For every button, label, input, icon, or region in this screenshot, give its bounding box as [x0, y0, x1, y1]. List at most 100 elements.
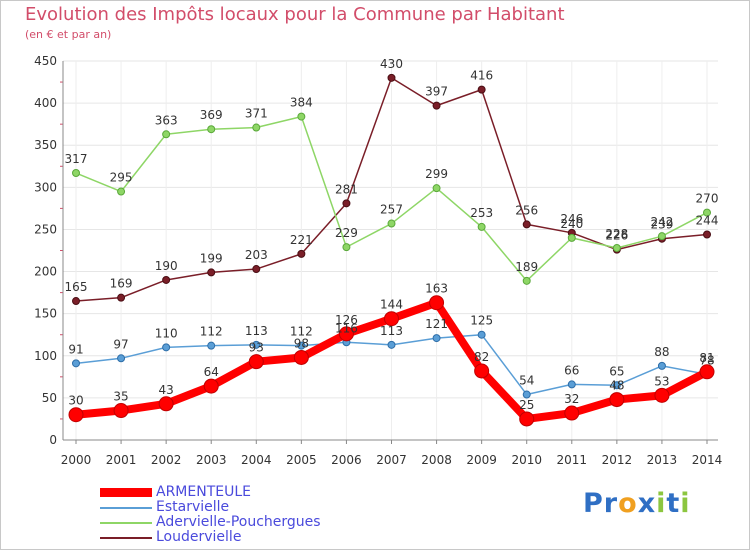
- data-label-estarvielle: 66: [564, 363, 579, 377]
- data-point-loudervielle: [703, 230, 711, 239]
- data-point-loudervielle: [342, 199, 351, 208]
- data-label-loudervielle: 239: [650, 218, 673, 232]
- data-label-armenteule: 35: [113, 390, 128, 404]
- data-label-armenteule: 81: [699, 351, 714, 365]
- data-point-adervielle-pouchergues: [252, 123, 261, 132]
- x-tick-label: 2014: [692, 453, 723, 467]
- data-label-armenteule: 32: [564, 392, 579, 406]
- y-tick-label: 450: [34, 54, 57, 68]
- data-point-armenteule: [564, 405, 580, 421]
- data-label-estarvielle: 116: [335, 321, 358, 335]
- x-tick-label: 2011: [557, 453, 588, 467]
- data-label-armenteule: 144: [380, 298, 403, 312]
- data-point-loudervielle: [432, 101, 441, 110]
- data-point-estarvielle: [657, 361, 666, 370]
- y-tick-label: 300: [34, 180, 57, 194]
- y-tick-label: 100: [34, 349, 57, 363]
- data-point-estarvielle: [72, 359, 80, 368]
- data-label-estarvielle: 113: [245, 324, 268, 338]
- data-point-armenteule: [474, 363, 490, 379]
- data-point-adervielle-pouchergues: [342, 243, 351, 252]
- y-tick-label: 50: [42, 391, 57, 405]
- data-point-armenteule: [654, 387, 670, 403]
- data-point-estarvielle: [117, 354, 126, 363]
- data-label-armenteule: 53: [654, 374, 669, 388]
- data-label-loudervielle: 190: [155, 259, 178, 273]
- legend-label: Estarvielle: [156, 499, 230, 515]
- data-label-loudervielle: 256: [515, 203, 538, 217]
- data-point-adervielle-pouchergues: [703, 208, 711, 217]
- y-tick-label: 150: [34, 307, 57, 321]
- x-tick-label: 2013: [647, 453, 678, 467]
- data-label-estarvielle: 91: [68, 342, 83, 356]
- data-label-armenteule: 43: [159, 383, 174, 397]
- y-tick-label: 350: [34, 138, 57, 152]
- data-point-armenteule: [699, 364, 715, 380]
- data-label-adervielle-pouchergues: 257: [380, 203, 403, 217]
- logo-letter: r: [603, 488, 619, 519]
- data-point-estarvielle: [252, 340, 261, 349]
- data-label-armenteule: 64: [204, 365, 219, 379]
- data-point-adervielle-pouchergues: [432, 184, 441, 193]
- data-label-adervielle-pouchergues: 384: [290, 96, 313, 110]
- data-point-armenteule: [113, 403, 129, 419]
- data-point-adervielle-pouchergues: [72, 169, 80, 178]
- data-point-armenteule: [338, 326, 354, 342]
- x-tick-label: 2000: [61, 453, 92, 467]
- data-point-adervielle-pouchergues: [567, 233, 576, 242]
- data-point-loudervielle: [387, 73, 396, 82]
- data-label-estarvielle: 112: [290, 325, 313, 339]
- x-tick-label: 2007: [376, 453, 407, 467]
- data-point-estarvielle: [297, 341, 306, 350]
- data-label-adervielle-pouchergues: 253: [470, 206, 493, 220]
- x-tick-label: 2003: [196, 453, 227, 467]
- data-label-estarvielle: 88: [654, 345, 669, 359]
- data-point-armenteule: [519, 411, 535, 427]
- data-point-armenteule: [68, 407, 84, 423]
- data-point-armenteule: [293, 349, 309, 365]
- logo-letter: i: [656, 488, 667, 519]
- data-label-estarvielle: 113: [380, 324, 403, 338]
- data-point-adervielle-pouchergues: [477, 222, 486, 231]
- data-point-loudervielle: [72, 297, 80, 306]
- data-point-adervielle-pouchergues: [117, 187, 126, 196]
- data-point-estarvielle: [207, 341, 216, 350]
- data-label-loudervielle: 416: [470, 69, 493, 83]
- proxiti-logo: Proxiti: [583, 488, 691, 519]
- x-tick-label: 2005: [286, 453, 317, 467]
- logo-letter: P: [583, 488, 604, 519]
- data-label-estarvielle: 97: [113, 337, 128, 351]
- data-point-estarvielle: [387, 340, 396, 349]
- data-point-adervielle-pouchergues: [657, 232, 666, 241]
- data-point-armenteule: [203, 378, 219, 394]
- data-label-armenteule: 98: [294, 336, 309, 350]
- data-point-armenteule: [158, 396, 174, 412]
- data-point-estarvielle: [567, 380, 576, 389]
- data-label-armenteule: 30: [68, 394, 83, 408]
- data-label-loudervielle: 246: [560, 212, 583, 226]
- data-label-adervielle-pouchergues: 295: [110, 171, 133, 185]
- data-label-loudervielle: 199: [200, 251, 223, 265]
- logo-letter: i: [680, 488, 691, 519]
- data-point-armenteule: [384, 311, 399, 327]
- logo-letter: x: [637, 488, 657, 519]
- data-label-loudervielle: 203: [245, 248, 268, 262]
- data-point-estarvielle: [477, 330, 486, 339]
- data-label-armenteule: 93: [249, 341, 264, 355]
- data-label-estarvielle: 112: [200, 325, 223, 339]
- data-point-loudervielle: [162, 275, 171, 284]
- logo-letter: t: [666, 488, 681, 519]
- legend-swatch: [100, 537, 152, 539]
- x-tick-label: 2004: [241, 453, 272, 467]
- data-label-armenteule: 48: [609, 379, 624, 393]
- data-label-adervielle-pouchergues: 270: [696, 192, 719, 206]
- data-point-armenteule: [609, 392, 625, 408]
- data-point-estarvielle: [432, 334, 441, 343]
- data-label-adervielle-pouchergues: 371: [245, 107, 268, 121]
- data-label-adervielle-pouchergues: 228: [605, 227, 628, 241]
- legend-swatch: [100, 522, 152, 524]
- data-label-adervielle-pouchergues: 229: [335, 226, 358, 240]
- data-label-loudervielle: 226: [605, 229, 628, 243]
- data-point-adervielle-pouchergues: [297, 112, 306, 121]
